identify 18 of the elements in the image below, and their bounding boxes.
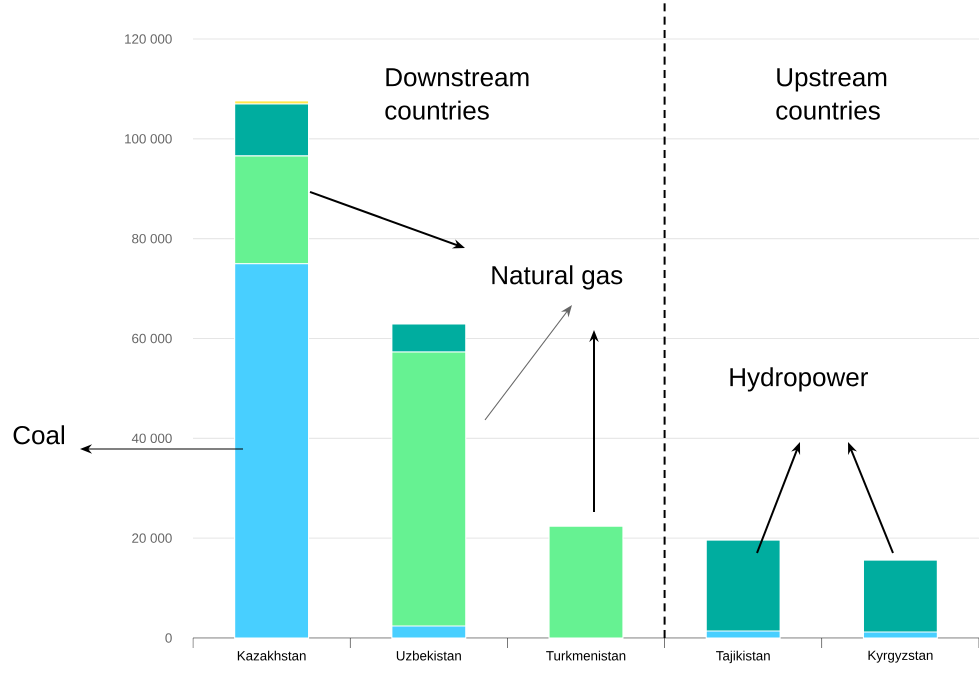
x-tick-label: Kazakhstan [238,650,306,660]
text: Coal [14,425,64,444]
annotation: Hydropower [730,367,868,392]
annotation: Upstream countries [776,68,886,120]
x-tick-label: Turkmenistan [546,650,626,660]
y-tick-label: 40 000 [132,434,172,444]
x-tick-label: Uzbekistan [396,650,461,660]
annotation: Downstream countries [385,68,528,120]
y-tick-label: 120 000 [125,34,172,44]
x-tick-label: Kyrgyzstan [868,650,932,663]
x-tick-label: Tajikistan [716,650,770,664]
y-tick-label: 0 [165,633,172,643]
y-tick-label: 80 000 [132,234,172,244]
bar [548,526,624,639]
annotation: Natural gas [492,265,622,290]
y-tick-label: 60 000 [132,334,172,344]
y-tick-label: 20 000 [132,533,172,543]
y-tick-label: 100 000 [125,134,172,144]
